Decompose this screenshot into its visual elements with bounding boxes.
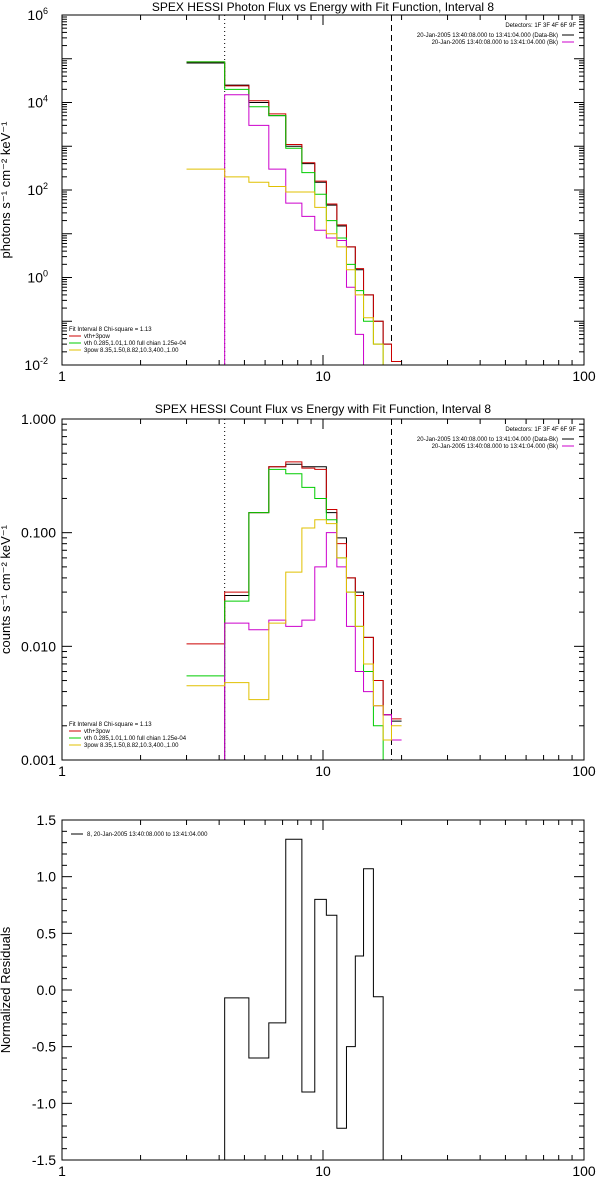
legend-entry: 3pow 8.35,1.50,8.82,10.3,400.,1.00 [84, 743, 179, 749]
series-1-line [186, 62, 402, 363]
series-3-line [186, 468, 384, 760]
y-axis-label: photons s⁻¹ cm⁻² keV⁻¹ [0, 121, 13, 259]
legend-entry: vth+3pow [84, 729, 111, 735]
chart-title: SPEX HESSI Count Flux vs Energy with Fit… [155, 402, 491, 416]
legend-fit-header: Fit Interval 8 Chi-square = 1.13 [69, 722, 152, 728]
y-tick-label: 0.001 [21, 752, 56, 768]
series-5-line [186, 519, 402, 741]
y-tick-label: 1.0 [37, 869, 57, 885]
x-tick-label: 1 [58, 763, 66, 779]
y-tick-label: 0.0 [37, 982, 57, 998]
series-1-line [224, 463, 402, 760]
chart-title: SPEX HESSI Photon Flux vs Energy with Fi… [152, 0, 494, 14]
y-tick-label: 1.000 [21, 411, 56, 427]
y-tick-label: -0.5 [32, 1039, 56, 1055]
x-tick-label: 10 [315, 368, 331, 384]
series-3-line [186, 61, 392, 365]
plot-frame [61, 418, 585, 761]
legend-entry: vth 0.285,1.01,1.00 full chian 1.25e-04 [84, 736, 187, 742]
legend-entry: vth 0.285,1.01,1.00 full chian 1.25e-04 [84, 341, 187, 347]
chart-panel-1: SPEX HESSI Photon Flux vs Energy with Fi… [0, 0, 596, 384]
legend-entry: 20-Jan-2005 13:40:08.000 to 13:41:04.000… [432, 40, 558, 46]
plot-frame [61, 819, 585, 1161]
y-tick-label: 100 [27, 269, 48, 286]
y-axis-label: counts s⁻¹ cm⁻² keV⁻¹ [0, 524, 13, 654]
chart-panel-2: SPEX HESSI Count Flux vs Energy with Fit… [0, 402, 596, 779]
x-tick-label: 100 [572, 1163, 596, 1179]
y-tick-label: -1.0 [32, 1095, 56, 1111]
y-tick-label: 1.5 [37, 812, 57, 828]
y-tick-label: 0.5 [37, 925, 57, 941]
legend-entry: 20-Jan-2005 13:40:08.000 to 13:41:04.000… [432, 444, 558, 450]
y-tick-label: 0.100 [21, 525, 56, 541]
legend-detectors: Detectors: 1F 3F 4F 6F 9F [505, 23, 576, 29]
plot-area [186, 419, 402, 760]
series-4-line [224, 94, 365, 365]
x-tick-label: 100 [572, 763, 596, 779]
y-axis-label: Normalized Residuals [0, 926, 13, 1053]
series-5-line [186, 168, 392, 365]
residuals-line [224, 838, 384, 1160]
x-tick-label: 1 [58, 1163, 66, 1179]
x-tick-label: 10 [315, 1163, 331, 1179]
y-tick-label: 104 [27, 94, 48, 111]
legend-entry: 20-Jan-2005 13:40:08.000 to 13:41:04.000… [417, 437, 558, 443]
series-2-line [186, 61, 402, 363]
x-tick-label: 1 [58, 368, 66, 384]
y-tick-label: 102 [27, 181, 48, 198]
y-tick-label: 106 [27, 6, 48, 23]
chart-panel-3: Normalized Residuals 1 10 100 1.5 1.0 0.5 0.0 -0… [0, 812, 596, 1179]
legend-detectors: Detectors: 1F 3F 4F 6F 9F [505, 427, 576, 433]
y-tick-label: 10-2 [24, 356, 48, 373]
legend-entry: 20-Jan-2005 13:40:08.000 to 13:41:04.000… [417, 33, 558, 39]
legend-entry: vth+3pow [84, 334, 111, 340]
y-tick-label: 0.010 [21, 638, 56, 654]
legend-entry: 3pow 8.35,1.50,8.82,10.3,400.,1.00 [84, 348, 179, 354]
legend-entry: 8, 20-Jan-2005 13:40:08.000 to 13:41:04.… [87, 832, 208, 838]
x-tick-label: 10 [315, 763, 331, 779]
legend-fit-header: Fit Interval 8 Chi-square = 1.13 [69, 327, 152, 333]
x-tick-label: 100 [572, 368, 596, 384]
y-tick-label: -1.5 [32, 1152, 56, 1168]
plot-area [224, 838, 384, 1160]
series-2-line [186, 461, 402, 720]
plot-frame [61, 14, 585, 366]
plot-area [186, 15, 402, 365]
